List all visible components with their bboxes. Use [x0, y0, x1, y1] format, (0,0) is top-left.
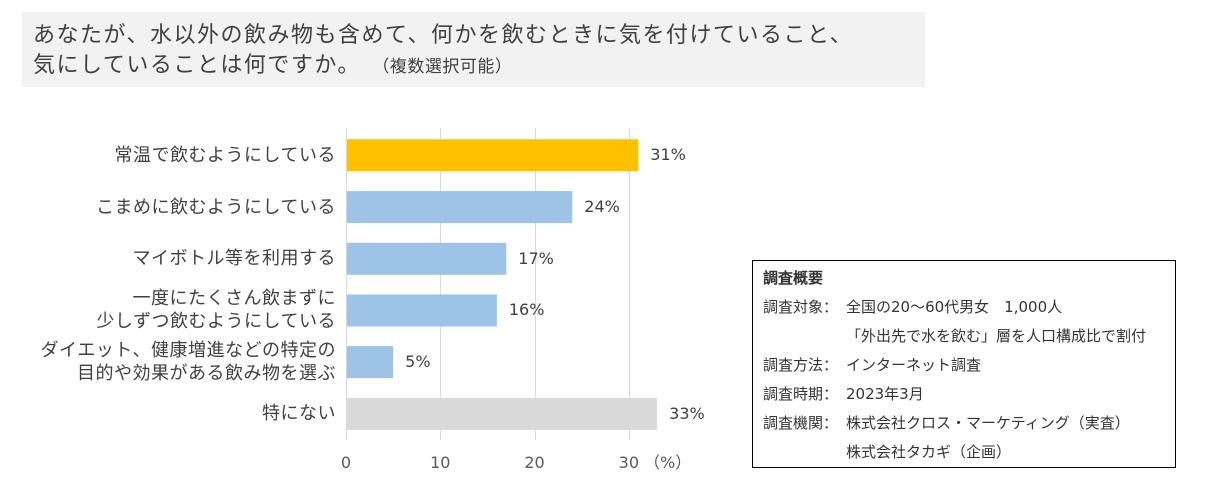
category-label: 常温で飲むようにしている [114, 144, 336, 166]
bar [347, 191, 573, 224]
multiple-choice-note: （複数選択可能） [380, 57, 513, 77]
bar-value-label: 31% [650, 145, 686, 165]
bar-layer [347, 139, 658, 430]
survey-row-spacer [763, 322, 846, 351]
x-axis-unit-label: （%） [644, 453, 692, 472]
survey-target-allocation-value: 「外出先で水を飲む」層を人口構成比で割付 [846, 327, 1147, 345]
category-label: こまめに飲むようにしている [96, 196, 336, 218]
question-title-line-2: 気にしていることは何ですか。 （複数選択可能） [33, 51, 925, 82]
survey-method-label: 調査方法： [763, 356, 839, 374]
bar-value-label: 33% [669, 403, 705, 423]
survey-method-value: インターネット調査 [846, 356, 982, 374]
bar [347, 346, 394, 379]
bar-value-label: 16% [508, 300, 545, 320]
survey-row-target-allocation: 「外出先で水を飲む」層を人口構成比で割付 [763, 322, 1175, 351]
category-label: 一度にたくさん飲まずに 少しずつ飲むようにしている [96, 288, 336, 333]
question-title-box: あなたが、水以外の飲み物も含めて、何かを飲むときに気を付けていること、 気にして… [22, 12, 925, 87]
survey-organization-label: 調査機関： [763, 414, 839, 432]
survey-organization-value-2: 株式会社タカギ（企画） [846, 443, 1012, 461]
bar-value-label: 24% [584, 197, 620, 217]
survey-target-label: 調査対象： [763, 298, 839, 316]
bar [347, 397, 658, 430]
bar [347, 242, 507, 275]
survey-row-method: 調査方法： インターネット調査 [763, 351, 1175, 380]
question-title-line-1: あなたが、水以外の飲み物も含めて、何かを飲むときに気を付けていること、 [33, 23, 854, 48]
survey-row-spacer [763, 438, 846, 467]
survey-row-period: 調査時期： 2023年3月 [763, 380, 1175, 409]
bar-value-label: 5% [405, 352, 431, 372]
category-label: ダイエット、健康増進などの特定の 目的や効果がある飲み物を選ぶ [40, 340, 336, 385]
survey-row-target: 調査対象： 全国の20～60代男女 1,000人 [763, 293, 1175, 322]
survey-period-value: 2023年3月 [846, 385, 924, 403]
survey-summary-heading: 調査概要 [763, 269, 824, 287]
survey-row-organization: 調査機関： 株式会社クロス・マーケティング（実査） [763, 409, 1175, 438]
bar [347, 294, 497, 327]
x-tick-label: 10 [430, 453, 451, 472]
category-label: 特にない [262, 403, 336, 425]
gridline-layer [346, 128, 630, 440]
survey-organization-value-1: 株式会社クロス・マーケティング（実査） [846, 414, 1130, 432]
survey-summary-box: 調査概要 調査対象： 全国の20～60代男女 1,000人 「外出先で水を飲む」… [752, 260, 1176, 468]
survey-target-value: 全国の20～60代男女 1,000人 [846, 298, 1063, 316]
x-tick-label: 20 [524, 453, 545, 472]
bar [347, 139, 639, 172]
bar-value-label: 17% [518, 248, 554, 268]
survey-period-label: 調査時期： [763, 385, 839, 403]
x-tick-label: 30 [618, 453, 640, 472]
question-title-text: 気にしていることは何ですか。 [33, 53, 361, 78]
x-tick-label: 0 [340, 453, 352, 472]
category-label: マイボトル等を利用する [132, 248, 336, 270]
survey-row-organization-2: 株式会社タカギ（企画） [763, 438, 1175, 467]
